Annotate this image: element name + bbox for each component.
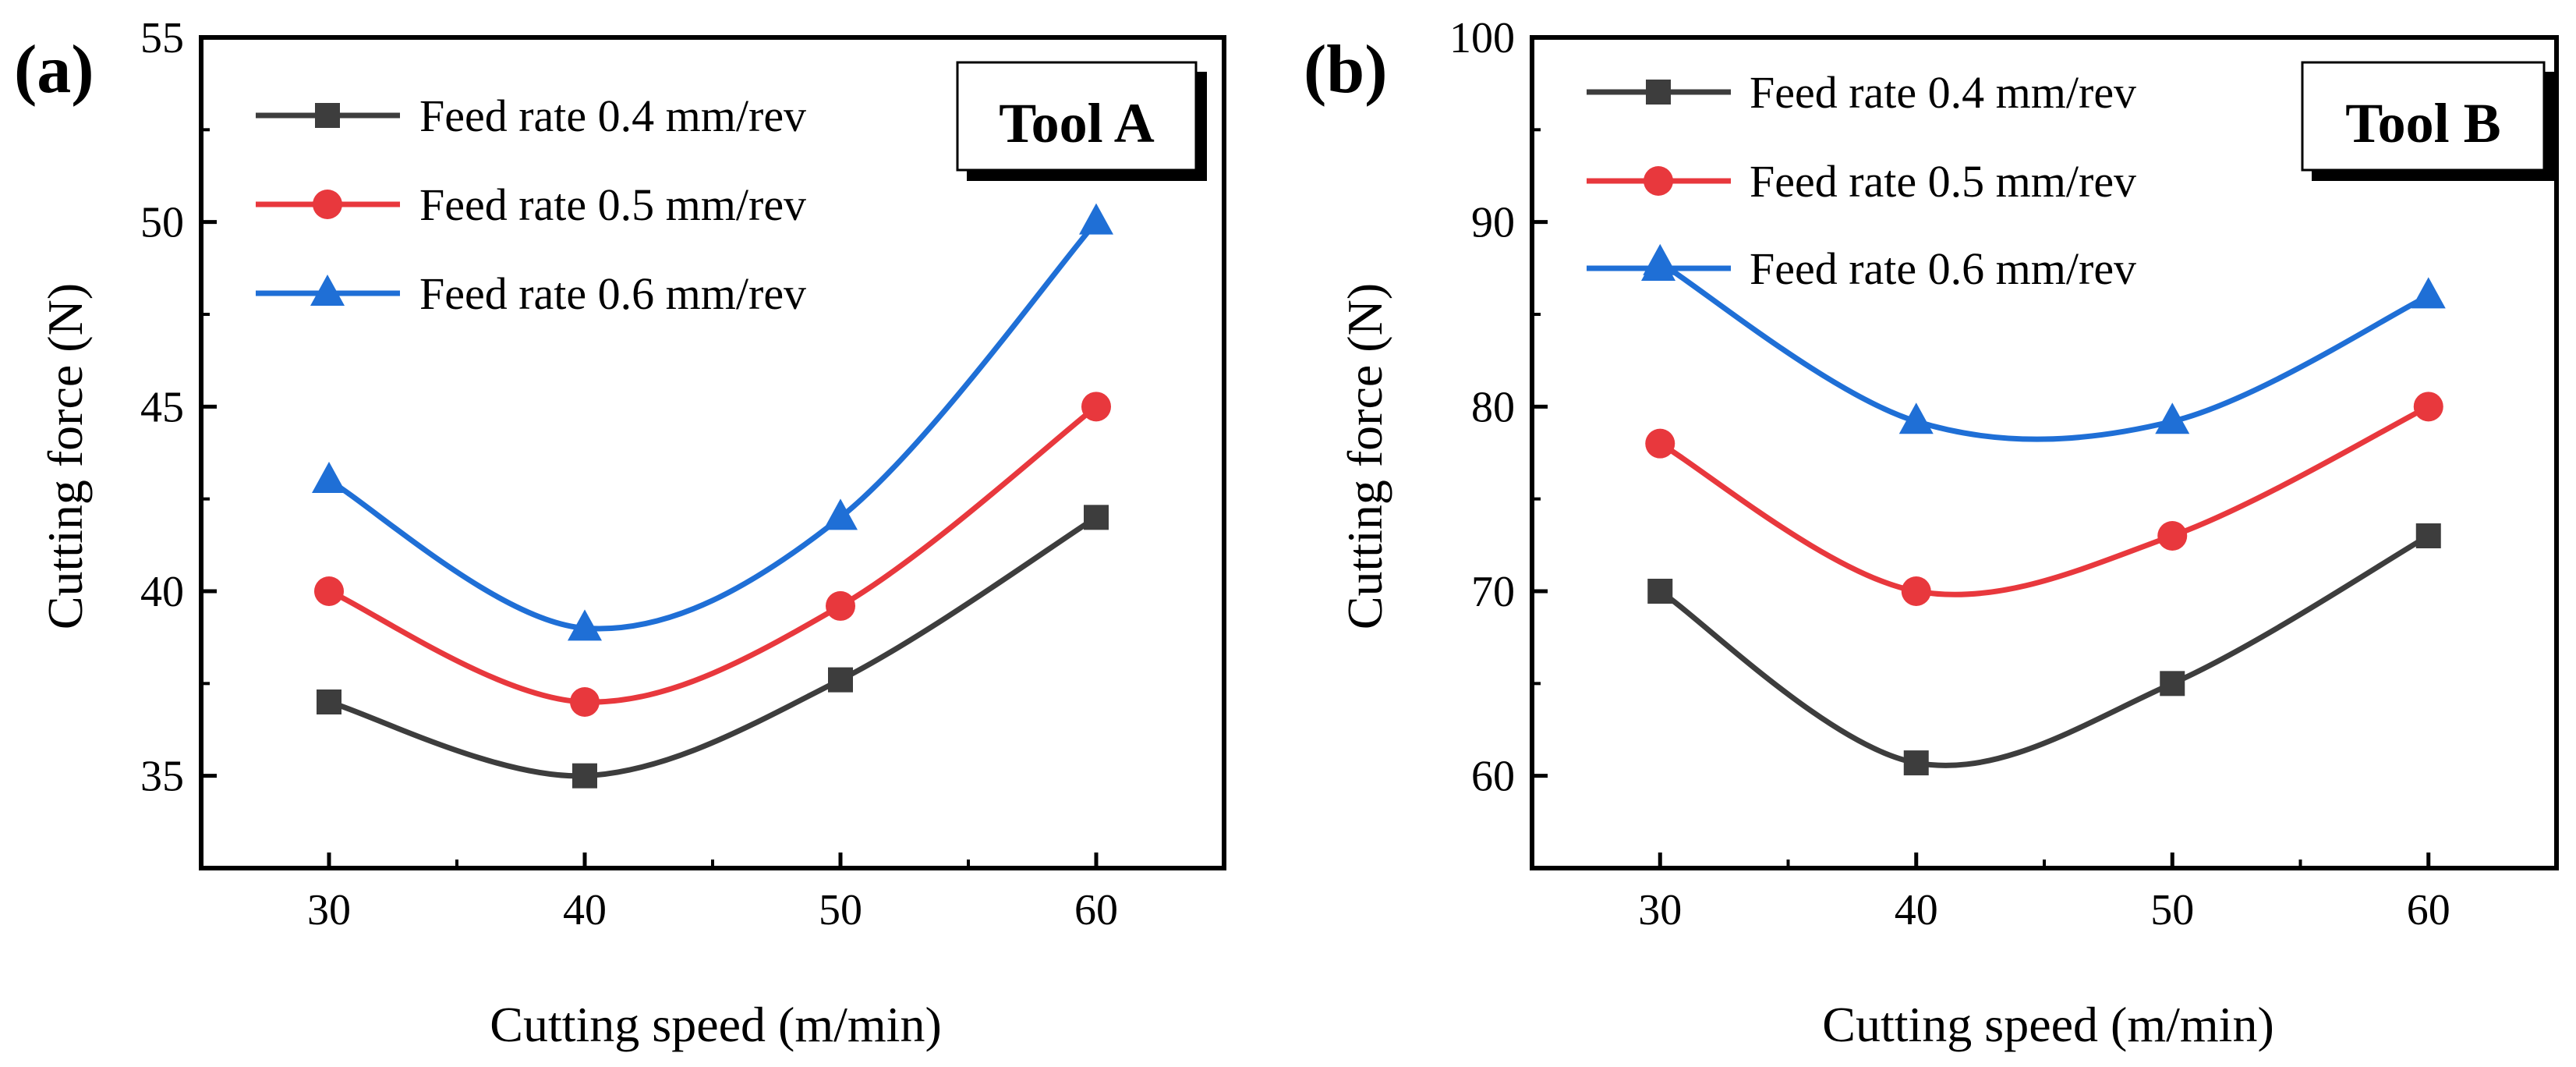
series-line xyxy=(1658,404,2430,597)
series-line xyxy=(1658,260,2430,442)
y-tick-label: 70 xyxy=(1471,568,1515,616)
y-tick-label: 80 xyxy=(1471,383,1515,431)
data-point-triangle xyxy=(823,498,858,530)
x-axis-title: Cutting speed (m/min) xyxy=(490,997,942,1052)
tool-label-frame xyxy=(956,61,1198,172)
legend-entry: Feed rate 0.6 mm/rev xyxy=(1587,243,2136,294)
x-tick-label: 30 xyxy=(307,886,351,934)
legend-label: Feed rate 0.5 mm/rev xyxy=(419,179,806,230)
y-tick-label: 60 xyxy=(1471,753,1515,801)
series-line xyxy=(327,220,1099,632)
panel-label: (a) xyxy=(14,32,94,108)
legend-label: Feed rate 0.6 mm/rev xyxy=(419,268,806,319)
legend-entry: Feed rate 0.6 mm/rev xyxy=(256,268,806,319)
data-point-circle xyxy=(2413,392,2443,422)
data-point-circle xyxy=(1901,576,1931,606)
data-point-triangle xyxy=(1079,203,1113,235)
data-point-triangle xyxy=(1898,402,1934,434)
data-point-circle xyxy=(1081,392,1111,422)
tool-label-frame xyxy=(2301,61,2546,172)
data-point-circle xyxy=(314,576,344,606)
y-tick-label: 55 xyxy=(140,14,184,62)
data-point-triangle xyxy=(2411,277,2446,309)
x-tick-label: 40 xyxy=(563,886,607,934)
tool-label-box: Tool B xyxy=(2301,61,2555,181)
series-group xyxy=(1643,243,2446,776)
data-point-triangle xyxy=(2155,402,2190,434)
x-tick-label: 60 xyxy=(1074,886,1118,934)
x-tick-label: 60 xyxy=(2407,886,2450,934)
y-tick-label: 90 xyxy=(1471,199,1515,247)
panel-label: (b) xyxy=(1304,32,1388,108)
x-tick-label: 50 xyxy=(2150,886,2194,934)
tool-label: Tool B xyxy=(2345,92,2500,154)
tool-label: Tool A xyxy=(999,92,1154,154)
data-point-square xyxy=(317,689,341,714)
data-point-square xyxy=(572,763,597,789)
axis-ticks: 30 40 50 60 35 40 45 50 55 xyxy=(140,14,1118,934)
y-axis-title: Cutting force (N) xyxy=(1337,283,1392,629)
series-line xyxy=(327,404,1099,705)
legend: Feed rate 0.4 mm/rev Feed rate 0.5 mm/re… xyxy=(256,90,806,319)
legend-circle-marker xyxy=(1644,166,1673,196)
legend-label: Feed rate 0.4 mm/rev xyxy=(1750,67,2136,118)
data-point-triangle xyxy=(312,462,346,493)
legend-triangle-marker xyxy=(1641,250,1675,281)
legend-triangle-marker xyxy=(310,275,345,306)
axis-ticks: 30 40 50 60 60 70 80 90 100 xyxy=(1449,14,2450,934)
series-line xyxy=(328,515,1098,779)
legend-entry: Feed rate 0.5 mm/rev xyxy=(1587,156,2136,207)
x-tick-label: 30 xyxy=(1638,886,1682,934)
panel-a: (a) Cutting force (N) Cutting speed (m/m… xyxy=(14,14,1226,1052)
data-point-circle xyxy=(826,590,855,621)
legend-entry: Feed rate 0.4 mm/rev xyxy=(1587,67,2136,118)
x-tick-label: 40 xyxy=(1895,886,1938,934)
y-axis-title: Cutting force (N) xyxy=(37,283,93,629)
x-axis-title: Cutting speed (m/min) xyxy=(1822,997,2274,1052)
series-group xyxy=(312,203,1113,789)
data-point-square xyxy=(2415,523,2441,548)
legend: Feed rate 0.4 mm/rev Feed rate 0.5 mm/re… xyxy=(1587,67,2136,294)
y-tick-label: 35 xyxy=(140,753,184,801)
data-point-square xyxy=(1647,579,1673,604)
legend-label: Feed rate 0.6 mm/rev xyxy=(1750,243,2136,294)
data-point-square xyxy=(828,667,853,693)
series-line xyxy=(1658,533,2430,768)
legend-label: Feed rate 0.4 mm/rev xyxy=(419,90,806,141)
data-point-square xyxy=(1084,505,1109,530)
data-point-square xyxy=(2160,671,2185,697)
legend-entry: Feed rate 0.5 mm/rev xyxy=(256,179,806,230)
y-tick-label: 50 xyxy=(140,199,184,247)
y-tick-label: 45 xyxy=(140,383,184,431)
legend-square-marker xyxy=(1646,80,1671,105)
y-tick-label: 40 xyxy=(140,568,184,616)
legend-square-marker xyxy=(315,103,340,128)
data-point-circle xyxy=(2157,521,2188,551)
legend-label: Feed rate 0.5 mm/rev xyxy=(1750,156,2136,207)
data-point-circle xyxy=(570,687,600,717)
legend-entry: Feed rate 0.4 mm/rev xyxy=(256,90,806,141)
data-point-circle xyxy=(1645,428,1675,459)
y-tick-label: 100 xyxy=(1449,14,1515,62)
panel-b: (b) Cutting force (N) Cutting speed (m/m… xyxy=(1304,14,2559,1052)
legend-circle-marker xyxy=(313,190,342,219)
data-point-triangle xyxy=(568,609,602,641)
x-tick-label: 50 xyxy=(819,886,862,934)
tool-label-box: Tool A xyxy=(956,61,1207,181)
data-point-square xyxy=(1903,750,1929,776)
